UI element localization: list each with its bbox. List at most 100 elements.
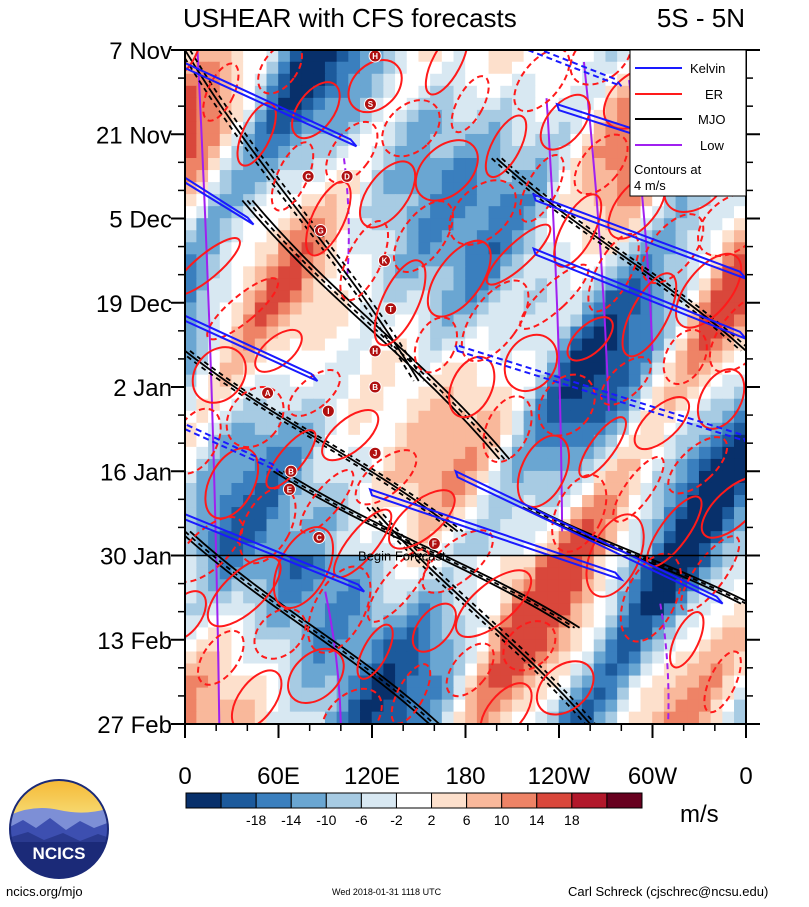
heatmap-cell [710,507,723,520]
heatmap-cell [547,639,560,653]
heatmap-cell [441,663,455,677]
heatmap-cell [301,543,314,556]
heatmap-cell [313,507,326,520]
cyclone-letter: S [368,100,374,109]
heatmap-cell [535,615,548,629]
heatmap-cell [219,579,233,592]
heatmap-cell [465,230,478,243]
heatmap-cell [605,145,618,159]
legend-er-label: ER [705,87,723,102]
heatmap-cell [301,290,314,304]
heatmap-cell [511,194,525,207]
forecast-annotation: Begin Forecast [358,549,446,564]
legend-note: Contours at 4 m/s [634,162,705,193]
heatmap-cell [254,507,268,520]
er-contour [202,62,240,122]
heatmap-cell [266,338,279,352]
heatmap-cell [547,699,560,713]
heatmap-cell [430,254,443,267]
heatmap-cell [617,615,630,629]
heatmap-cell [430,470,443,484]
heatmap-cell [395,410,408,424]
heatmap-cell [675,218,688,231]
heatmap-cell [547,97,560,111]
heatmap-cell [722,639,735,653]
heatmap-cell [266,482,279,496]
heatmap-cell [511,699,525,713]
heatmap-cell [430,326,443,340]
heatmap-cell [430,458,443,472]
heatmap-cell [476,121,490,135]
heatmap-cell [453,639,466,653]
heatmap-cell [511,410,525,424]
heatmap-cell [710,374,723,388]
heatmap-cell [465,711,478,724]
heatmap-cell [336,242,349,255]
heatmap-cell [734,302,746,316]
heatmap-cell [617,386,630,400]
heatmap-cell [734,350,746,364]
heatmap-cell [185,194,197,207]
heatmap-cell [185,470,197,484]
heatmap-cell [465,458,478,472]
heatmap-cell [511,398,525,412]
heatmap-cell [430,591,443,604]
heatmap-cell [278,711,291,724]
heatmap-cell [523,422,536,436]
er-contour [569,50,633,86]
heatmap-cell [523,242,536,255]
heatmap-cell [208,266,221,279]
heatmap-cell [196,579,209,592]
heatmap-cell [395,97,408,111]
heatmap-cell [617,603,630,616]
heatmap-cell [313,687,326,701]
heatmap-cell [547,121,560,135]
heatmap-cell [289,206,303,219]
heatmap-cell [383,85,396,99]
heatmap-cell [418,338,431,352]
heatmap-cell [243,230,256,243]
heatmap-cell [266,61,279,75]
heatmap-cell [289,218,303,231]
y-tick-label: 19 Dec [96,291,172,318]
heatmap-cell [360,85,373,99]
heatmap-cell [254,675,268,689]
heatmap-cell [418,242,431,255]
heatmap-cell [185,531,197,544]
heatmap-cell [348,603,361,616]
heatmap-cell [324,422,338,436]
heatmap-cell [558,290,571,304]
heatmap-cell [511,555,525,568]
heatmap-cell [663,254,677,267]
heatmap-cell [663,290,677,304]
heatmap-cell [675,350,688,364]
heatmap-cell [511,675,525,689]
heatmap-cell [208,230,221,243]
heatmap-cell [266,85,279,99]
heatmap-cell [185,446,197,460]
heatmap-cell [535,567,548,580]
heatmap-cell [476,145,490,159]
heatmap-cell [278,579,291,592]
heatmap-cell [617,699,630,713]
heatmap-cell [266,314,279,328]
heatmap-cell [511,663,525,677]
heatmap-cell [406,278,420,292]
heatmap-cell [219,218,233,231]
heatmap-cell [605,290,618,304]
heatmap-cell [324,651,338,665]
heatmap-cell [418,158,431,171]
heatmap-cell [640,591,653,604]
heatmap-cell [570,567,583,580]
heatmap-cell [383,206,396,219]
heatmap-cell [605,579,618,592]
heatmap-cell [243,266,256,279]
heatmap-cell [313,302,326,316]
heatmap-cell [301,97,314,111]
heatmap-cell [465,507,478,520]
heatmap-cell [301,531,314,544]
heatmap-cell [582,398,595,412]
heatmap-cell [663,687,677,701]
heatmap-cell [570,386,583,400]
footer-timestamp: Wed 2018-01-31 1118 UTC [332,887,442,897]
